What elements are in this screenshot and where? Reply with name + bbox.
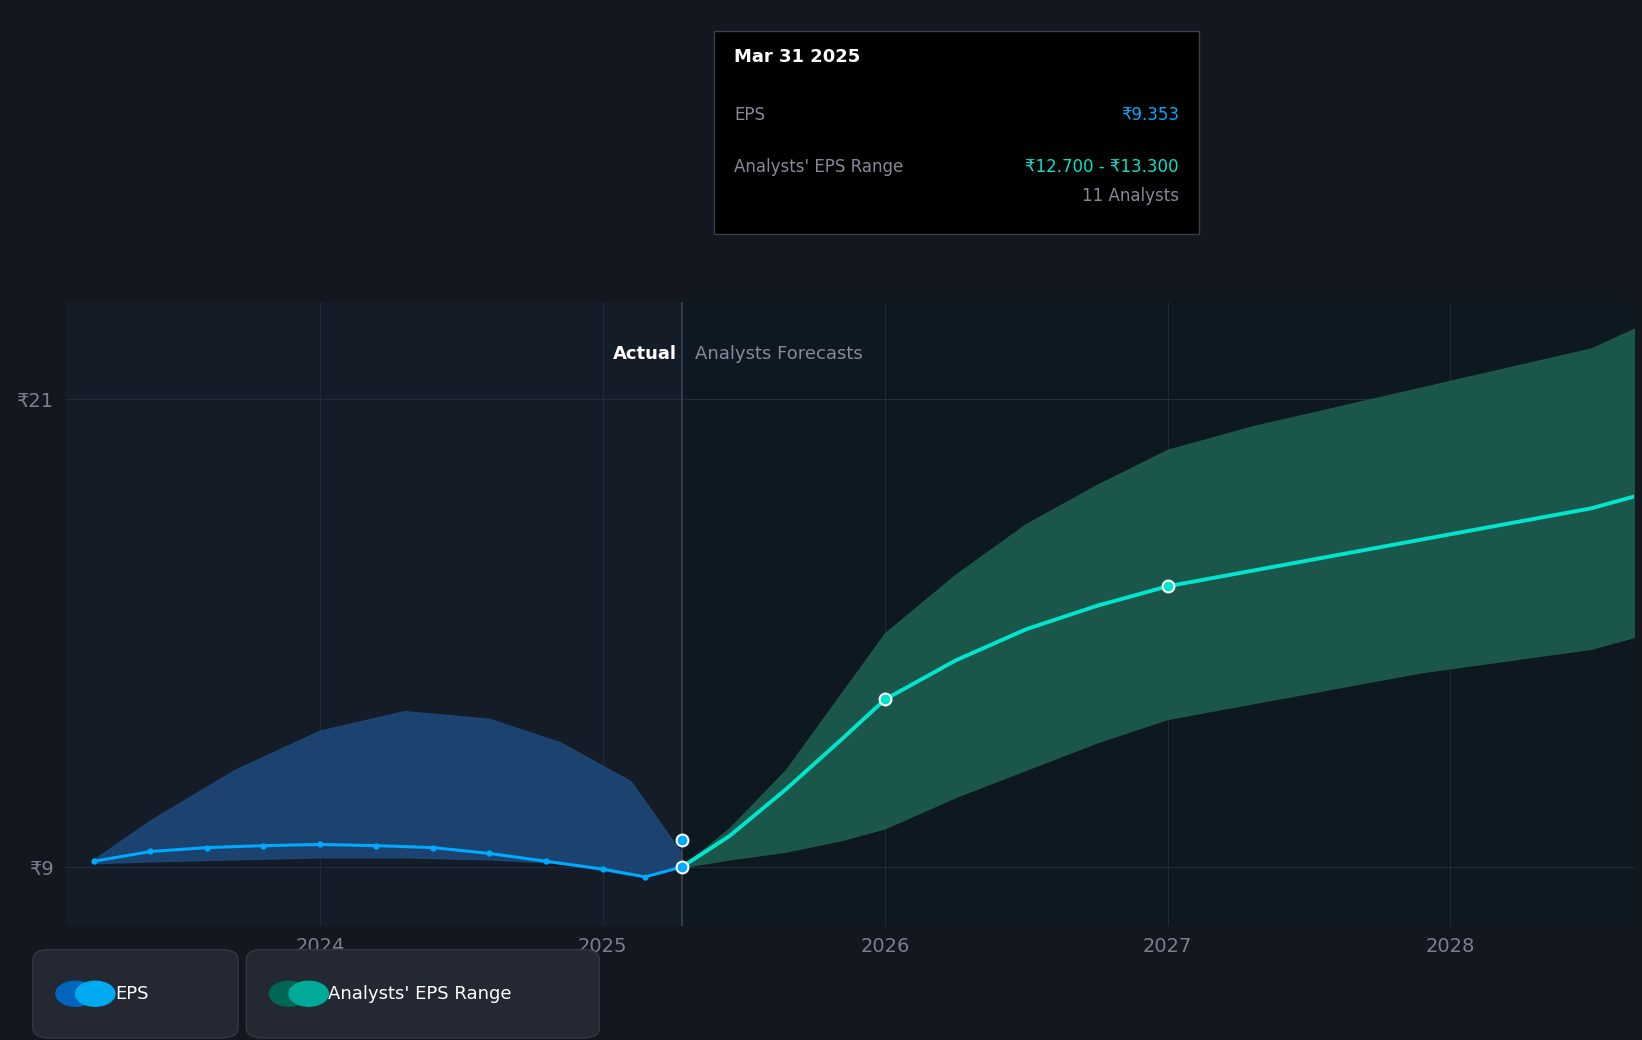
Bar [681,302,1634,926]
Text: Actual: Actual [612,344,677,363]
Text: Mar 31 2025: Mar 31 2025 [734,49,860,67]
Text: Analysts' EPS Range: Analysts' EPS Range [734,158,903,176]
Text: 11 Analysts: 11 Analysts [1082,187,1179,205]
Text: EPS: EPS [115,985,148,1003]
Text: Analysts' EPS Range: Analysts' EPS Range [328,985,512,1003]
Text: Analysts Forecasts: Analysts Forecasts [695,344,862,363]
Text: EPS: EPS [734,106,765,124]
Bar [66,302,681,926]
Text: ₹9.353: ₹9.353 [1121,106,1179,124]
Text: ₹12.700 - ₹13.300: ₹12.700 - ₹13.300 [1026,158,1179,176]
